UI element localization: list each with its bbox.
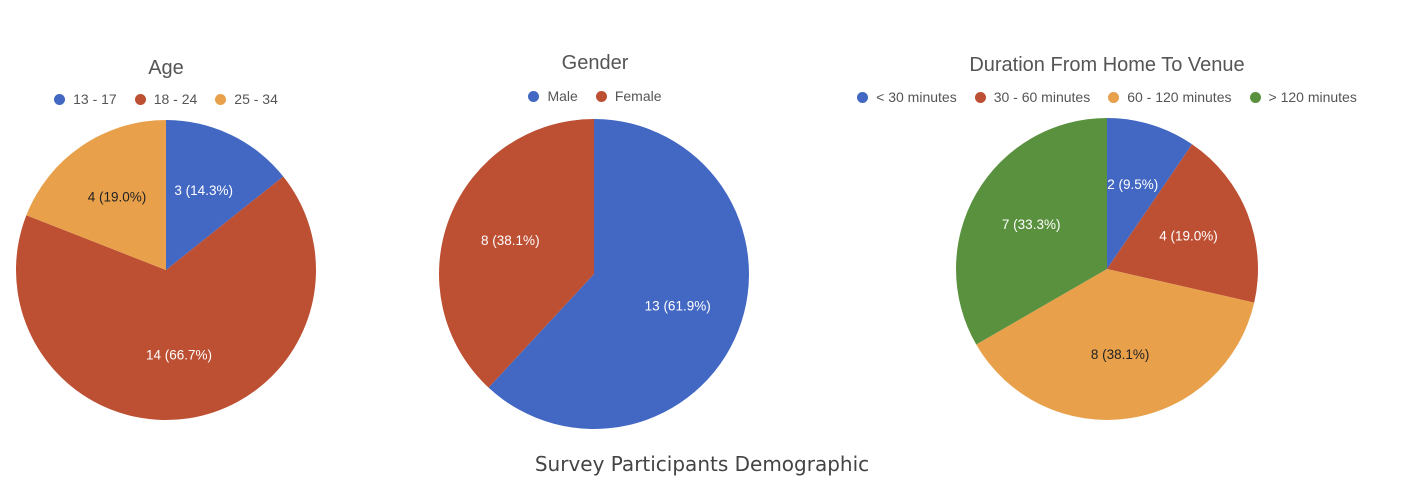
pie-slice [488, 119, 749, 429]
pie-plot: 13 (61.9%) 8 (38.1%) [439, 119, 749, 429]
slice-data-label: 7 (33.3%) [1002, 217, 1061, 232]
chart-title: Duration From Home To Venue [969, 54, 1245, 76]
legend-item: Male [528, 88, 578, 104]
legend-marker [974, 91, 986, 103]
legend-marker [134, 93, 146, 105]
slice-data-label: 4 (19.0%) [1159, 229, 1218, 244]
slice-data-label: 13 (61.9%) [645, 298, 711, 313]
legend-marker [215, 93, 227, 105]
figure-caption: Survey Participants Demographic [534, 452, 870, 476]
legend-item: Female [595, 88, 662, 104]
chart-legend: 13 - 17 18 - 24 25 - 34 [0, 91, 332, 107]
pie-plot: 2 (9.5%) 4 (19.0%) 8 (38.1%) 7 (33.3%) [955, 118, 1258, 420]
legend-item: 13 - 17 [54, 91, 117, 107]
legend-marker [54, 93, 66, 105]
gender-chart: Gender Male Female 13 (61.9%) 8 (38.1%) [420, 0, 770, 440]
legend-item: 18 - 24 [134, 91, 198, 107]
legend-label: 25 - 34 [234, 91, 278, 107]
legend-item: < 30 minutes [857, 89, 957, 105]
legend-marker [1108, 91, 1120, 103]
pie-slice [955, 118, 1107, 345]
legend-marker [595, 90, 607, 102]
chart-title: Age [148, 57, 184, 79]
slice-data-label: 8 (38.1%) [481, 233, 540, 248]
slice-data-label: 14 (66.7%) [146, 348, 212, 363]
legend-item: > 120 minutes [1249, 89, 1357, 105]
legend-label: < 30 minutes [876, 89, 957, 105]
legend-item: 30 - 60 minutes [974, 89, 1091, 105]
legend-label: 30 - 60 minutes [993, 89, 1091, 105]
pie-slice [439, 119, 594, 388]
legend-label: Female [614, 88, 662, 104]
pie-slice [976, 269, 1255, 420]
pie-slice [26, 119, 167, 270]
pie-slice [166, 120, 284, 270]
age-chart: Age 13 - 17 18 - 24 25 - 34 3 (14.3%) 14 … [0, 0, 332, 440]
chart-legend: < 30 minutes 30 - 60 minutes 60 - 120 mi… [812, 89, 1402, 105]
legend-label: 13 - 17 [73, 91, 117, 107]
chart-legend: Male Female [420, 88, 770, 104]
pie-slice [1107, 118, 1193, 269]
duration-chart: Duration From Home To Venue < 30 minutes… [812, 0, 1402, 440]
legend-label: Male [547, 88, 578, 104]
legend-label: 18 - 24 [153, 91, 198, 107]
legend-label: 60 - 120 minutes [1127, 89, 1232, 105]
slice-data-label: 2 (9.5%) [1107, 177, 1158, 192]
legend-marker [857, 91, 869, 103]
slice-data-label: 3 (14.3%) [174, 183, 233, 198]
legend-marker [1249, 91, 1261, 103]
slice-data-label: 4 (19.0%) [88, 190, 147, 205]
legend-item: 60 - 120 minutes [1108, 89, 1232, 105]
pie-slice [1107, 144, 1258, 303]
legend-marker [528, 90, 540, 102]
slice-data-label: 8 (38.1%) [1091, 347, 1150, 362]
pie-slice [15, 176, 316, 421]
chart-title: Gender [561, 52, 629, 74]
legend-item: 25 - 34 [215, 91, 278, 107]
legend-label: > 120 minutes [1268, 89, 1357, 105]
pie-plot: 3 (14.3%) 14 (66.7%) 4 (19.0%) [15, 119, 316, 421]
